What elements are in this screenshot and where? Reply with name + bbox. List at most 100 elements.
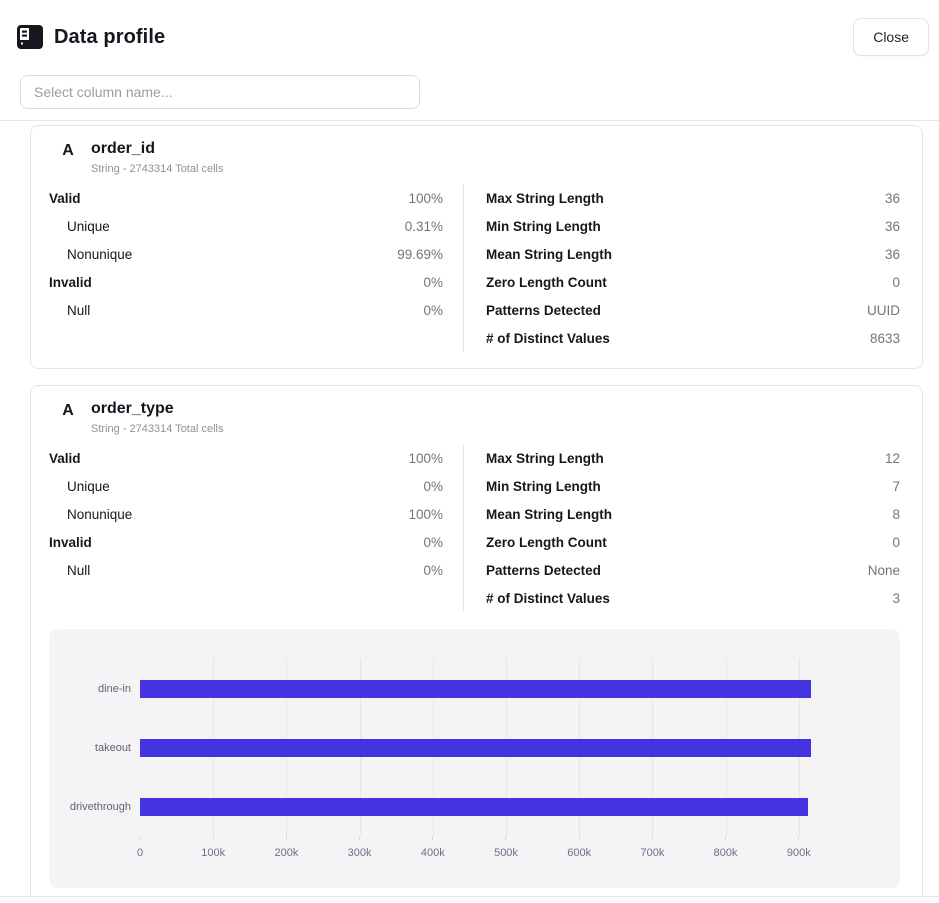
column-name: order_id [91,140,156,157]
stat-label: Mean String Length [486,506,613,522]
card-head: A order_type String - 2743314 Total cell… [49,400,900,435]
string-type-icon: A [62,402,74,419]
column-subtitle: String - 2743314 Total cells [91,423,224,435]
search-row [0,62,939,120]
tick-mark [798,836,800,841]
stat-value: 36 [884,190,900,206]
x-tick: 500k [494,836,518,859]
title-wrap: Data profile [17,25,165,49]
stat-row: Max String Length 36 [486,184,900,212]
x-tick: 0 [137,836,143,859]
x-tick-label: 800k [713,847,738,859]
stat-value: 0 [892,274,900,290]
column-card-order-id: A order_id String - 2743314 Total cells … [30,125,923,369]
header: Data profile Close [0,0,939,62]
stat-value: 0.31% [404,218,444,234]
x-tick: 400k [421,836,445,859]
stat-row: Null 0% [49,556,443,584]
stats-right-column: Max String Length 12 Min String Length 7 Mea… [463,444,900,612]
stat-label: Nonunique [67,246,133,262]
stat-label: Unique [67,218,110,234]
stat-value: None [867,562,900,578]
stats-left-column: Valid 100% Unique 0% Nonunique 100% Invalid 0% N… [49,444,463,612]
bar-track [140,738,872,757]
bottom-strip [0,897,939,902]
data-profile-icon [17,25,43,49]
stat-label: Patterns Detected [486,302,601,318]
x-tick-label: 300k [347,847,372,859]
stat-label: Unique [67,478,110,494]
stat-row: Null 0% [49,296,443,324]
stat-row: Patterns Detected UUID [486,296,900,324]
tick-mark [212,836,214,841]
column-search-input[interactable] [20,75,420,109]
stat-row: Mean String Length 8 [486,500,900,528]
stat-value: 0% [423,534,444,550]
x-tick-label: 700k [640,847,665,859]
card-head: A order_id String - 2743314 Total cells [49,140,900,175]
stat-value: 3 [892,590,900,606]
stat-label: Min String Length [486,218,601,234]
stat-label: Valid [49,450,81,466]
stat-value: 8633 [869,330,900,346]
x-tick: 300k [348,836,372,859]
stat-label: Valid [49,190,81,206]
stat-row: Min String Length 36 [486,212,900,240]
stat-row: Unique 0.31% [49,212,443,240]
stat-value: 0 [892,534,900,550]
stat-label: Nonunique [67,506,133,522]
bar-category-label: drivethrough [69,800,131,813]
stat-row: Valid 100% [49,444,443,472]
stat-label: Invalid [49,274,92,290]
stats-left-column: Valid 100% Unique 0.31% Nonunique 99.69% Inval… [49,184,463,352]
x-tick: 900k [787,836,811,859]
stats-right-column: Max String Length 36 Min String Length 36 Me… [463,184,900,352]
tick-mark [578,836,580,841]
bar-category-label: takeout [94,741,131,754]
stat-value: 0% [423,478,444,494]
stat-value: 100% [408,450,444,466]
bar [140,679,812,698]
stat-label: Max String Length [486,450,604,466]
stat-label: Zero Length Count [486,534,607,550]
bar-row: drivethrough [49,777,872,836]
stat-row: Nonunique 99.69% [49,240,443,268]
stat-label: Null [67,302,91,318]
column-name: order_type [91,400,174,417]
x-tick-label: 900k [786,847,811,859]
card-title-block: order_id String - 2743314 Total cells [91,140,224,175]
chart-x-axis: 0 100k 200k 300k 400k 500k 600k 700k 800k 900k [137,836,872,886]
stat-row: Min String Length 7 [486,472,900,500]
stat-value: 7 [892,478,900,494]
stat-row: # of Distinct Values 8633 [486,324,900,352]
stats-grid: Valid 100% Unique 0% Nonunique 100% Invalid 0% N… [49,444,900,612]
stat-label: Patterns Detected [486,562,601,578]
column-card-order-type: A order_type String - 2743314 Total cell… [30,385,923,896]
stat-row: Unique 0% [49,472,443,500]
stat-value: 100% [408,190,444,206]
stat-value: UUID [867,302,900,318]
x-tick-label: 200k [274,847,299,859]
stat-row: Zero Length Count 0 [486,268,900,296]
close-button[interactable]: Close [853,18,929,56]
stat-value: 36 [884,218,900,234]
x-tick-label: 400k [420,847,445,859]
stat-row: Valid 100% [49,184,443,212]
bar [140,797,808,816]
bar-row: takeout [49,718,872,777]
stat-value: 99.69% [397,246,444,262]
x-tick: 200k [274,836,298,859]
stat-value: 100% [408,506,444,522]
profile-scroll-area[interactable]: A order_id String - 2743314 Total cells … [0,120,939,897]
tick-mark [505,836,507,841]
x-tick-label: 100k [201,847,226,859]
stat-row: Zero Length Count 0 [486,528,900,556]
stats-grid: Valid 100% Unique 0.31% Nonunique 99.69% Inval… [49,184,900,352]
tick-mark [139,836,141,841]
stat-row: Invalid 0% [49,528,443,556]
x-tick: 100k [201,836,225,859]
stat-value: 12 [884,450,900,466]
bar-row: dine-in [49,659,872,718]
x-tick: 600k [567,836,591,859]
stat-label: Zero Length Count [486,274,607,290]
